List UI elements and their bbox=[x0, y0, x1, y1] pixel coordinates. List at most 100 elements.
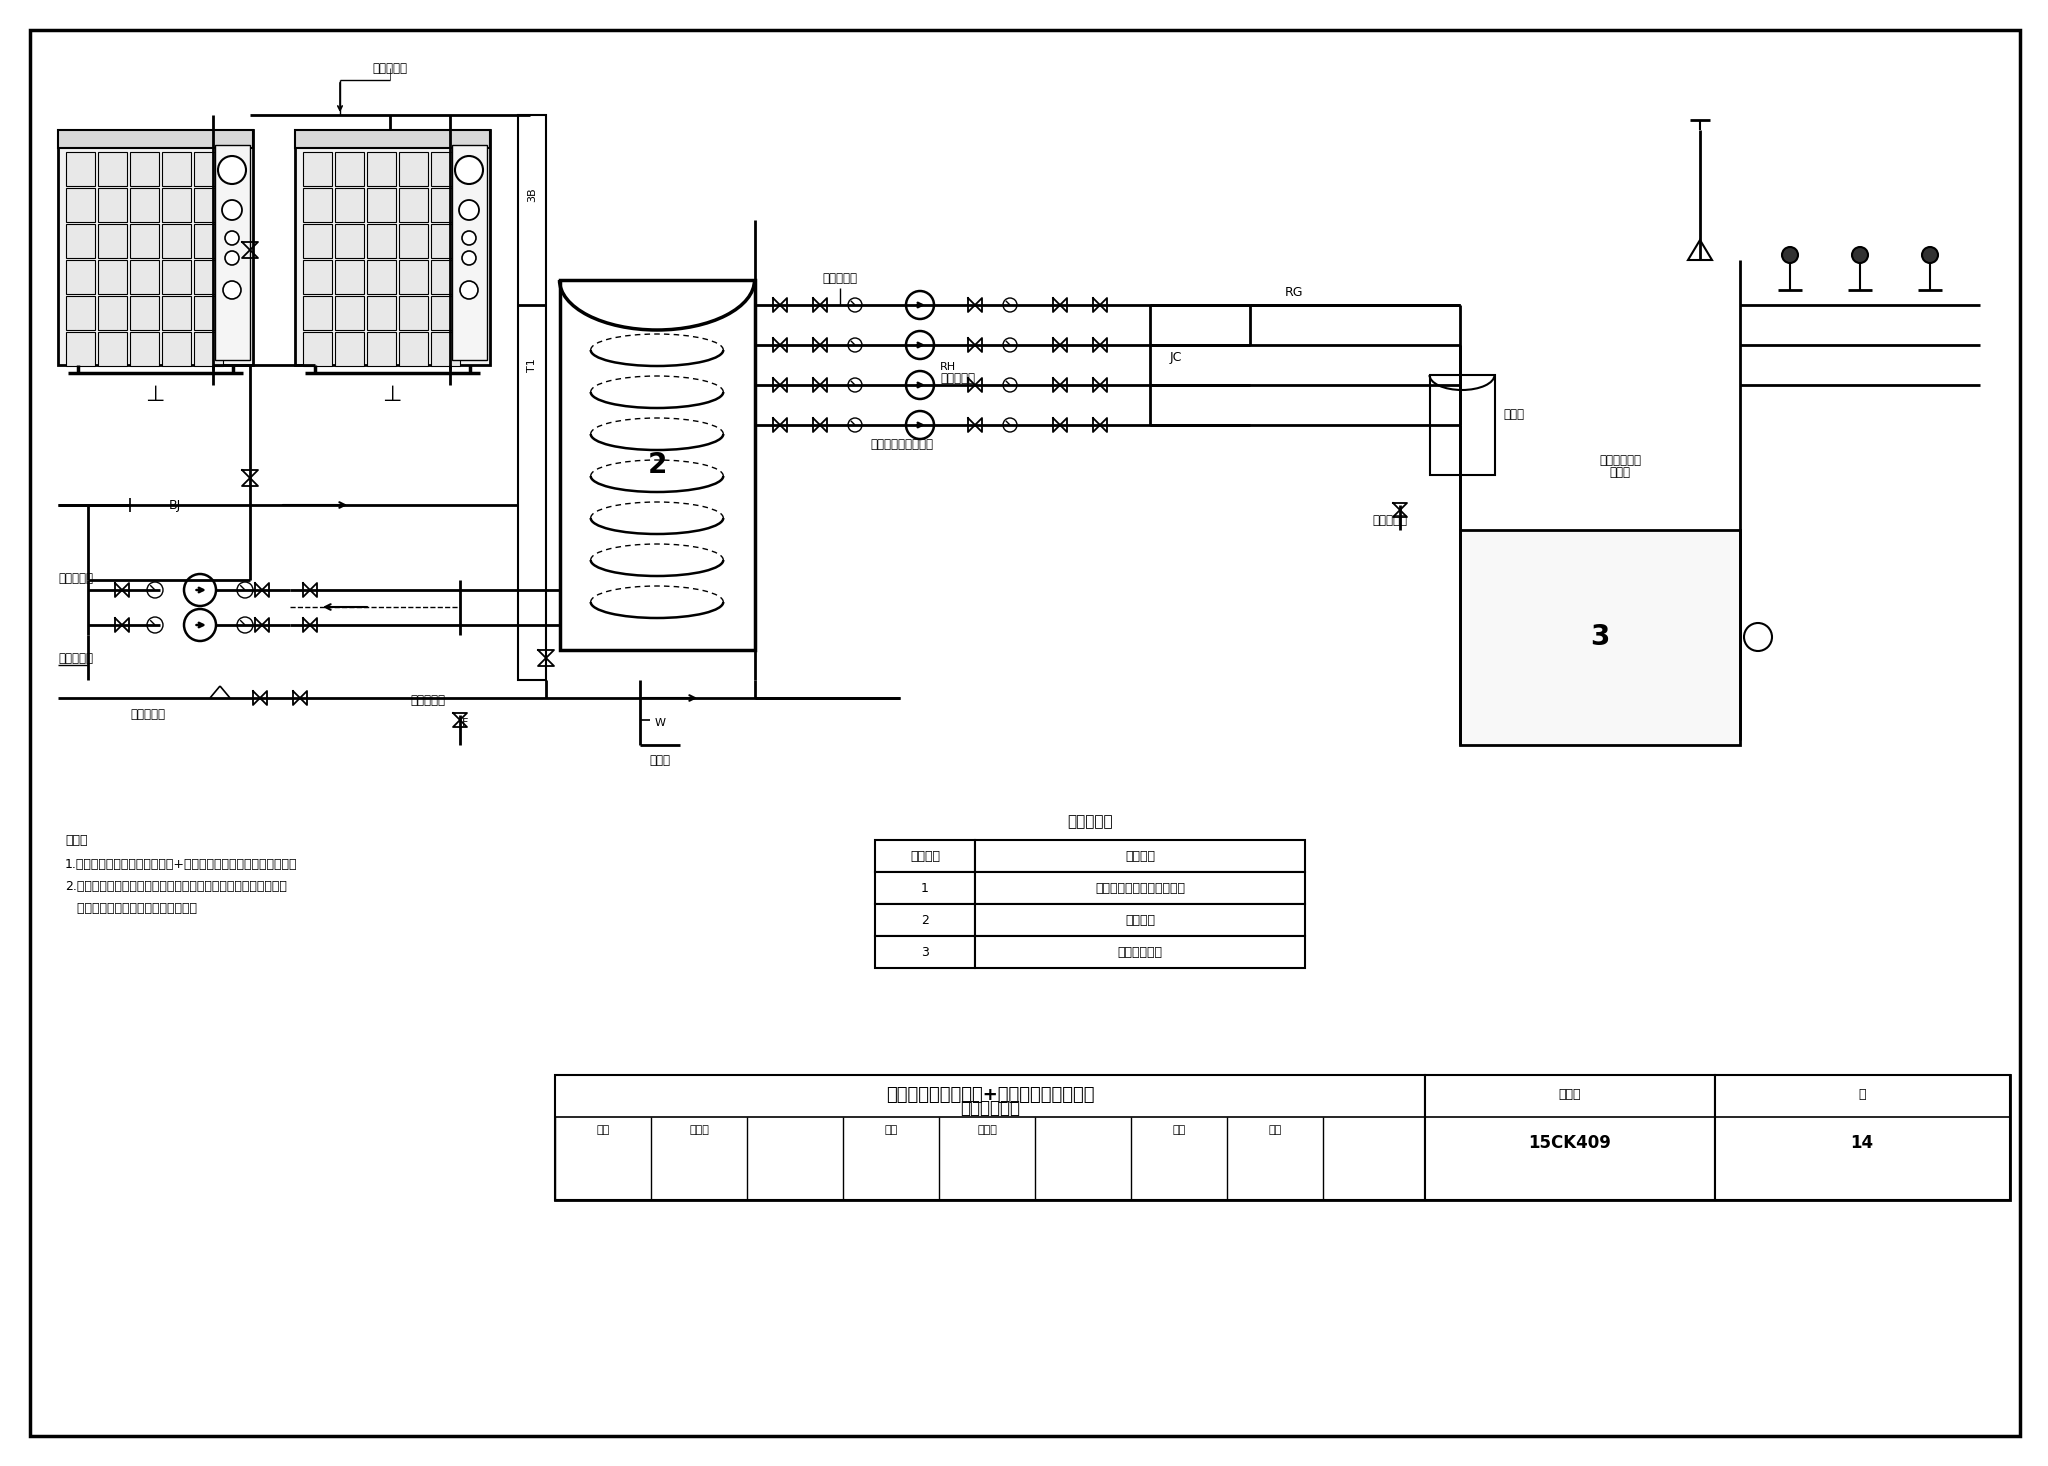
Text: BJ: BJ bbox=[168, 498, 180, 512]
Text: 2: 2 bbox=[922, 913, 930, 927]
Circle shape bbox=[905, 371, 934, 399]
Bar bbox=[430, 259, 461, 295]
Bar bbox=[295, 130, 489, 365]
Circle shape bbox=[459, 199, 479, 220]
Circle shape bbox=[905, 410, 934, 438]
Text: 15CK409: 15CK409 bbox=[1528, 1135, 1612, 1152]
Bar bbox=[555, 1075, 2009, 1201]
Text: 排污管: 排污管 bbox=[649, 754, 670, 767]
Bar bbox=[162, 224, 190, 258]
Circle shape bbox=[463, 232, 475, 245]
Text: 源热泵热水机组采用直接系统方案。: 源热泵热水机组采用直接系统方案。 bbox=[66, 903, 197, 915]
Text: T1: T1 bbox=[526, 358, 537, 372]
Text: 出水管: 出水管 bbox=[1610, 466, 1630, 479]
Bar bbox=[367, 296, 395, 330]
Bar bbox=[98, 188, 127, 221]
Polygon shape bbox=[1688, 240, 1712, 259]
Bar bbox=[57, 130, 254, 148]
Circle shape bbox=[1921, 246, 1937, 262]
Bar bbox=[66, 152, 94, 186]
Text: 设备编号: 设备编号 bbox=[909, 849, 940, 862]
Bar bbox=[129, 259, 160, 295]
Text: 2: 2 bbox=[647, 452, 668, 479]
Circle shape bbox=[223, 281, 242, 299]
Bar bbox=[66, 259, 94, 295]
Circle shape bbox=[1851, 246, 1868, 262]
Bar bbox=[399, 331, 428, 366]
Bar bbox=[129, 331, 160, 366]
Bar bbox=[430, 296, 461, 330]
Circle shape bbox=[848, 418, 862, 432]
Circle shape bbox=[455, 155, 483, 185]
Circle shape bbox=[184, 608, 215, 641]
Circle shape bbox=[147, 617, 164, 633]
Bar bbox=[336, 224, 365, 258]
Text: 2.燃气热水机组采用间接系统方案，储热水箱内置换热盘管；空气: 2.燃气热水机组采用间接系统方案，储热水箱内置换热盘管；空气 bbox=[66, 881, 287, 893]
Bar bbox=[1460, 531, 1741, 745]
Bar bbox=[215, 145, 250, 361]
Bar bbox=[162, 188, 190, 221]
Text: 3: 3 bbox=[1591, 623, 1610, 651]
Text: 审核: 审核 bbox=[596, 1124, 610, 1135]
Bar bbox=[195, 188, 223, 221]
Bar bbox=[66, 188, 94, 221]
Text: 燃气热水机组: 燃气热水机组 bbox=[1118, 946, 1163, 959]
Bar bbox=[162, 331, 190, 366]
Bar bbox=[98, 152, 127, 186]
Text: 校对: 校对 bbox=[885, 1124, 897, 1135]
Bar bbox=[1430, 375, 1495, 475]
Text: 生活给水管: 生活给水管 bbox=[129, 708, 166, 721]
Text: 膨胀罐: 膨胀罐 bbox=[1503, 409, 1524, 422]
Text: ⊥: ⊥ bbox=[145, 386, 164, 405]
Bar bbox=[129, 296, 160, 330]
Bar bbox=[303, 259, 332, 295]
Bar bbox=[162, 152, 190, 186]
Circle shape bbox=[184, 575, 215, 605]
Text: 3B: 3B bbox=[526, 188, 537, 202]
Bar bbox=[367, 331, 395, 366]
Bar bbox=[336, 259, 365, 295]
Bar bbox=[336, 152, 365, 186]
Bar bbox=[367, 188, 395, 221]
Bar bbox=[303, 152, 332, 186]
Text: RG: RG bbox=[1284, 286, 1303, 299]
Bar bbox=[303, 331, 332, 366]
Text: 1: 1 bbox=[922, 881, 930, 894]
Bar bbox=[336, 188, 365, 221]
Bar bbox=[98, 224, 127, 258]
Bar bbox=[295, 130, 489, 148]
Bar bbox=[1425, 1075, 1714, 1201]
Text: 页: 页 bbox=[1858, 1088, 1866, 1101]
Bar bbox=[162, 259, 190, 295]
Bar bbox=[162, 296, 190, 330]
Bar bbox=[559, 280, 756, 649]
Text: RH: RH bbox=[940, 362, 956, 372]
Text: 说明：: 说明： bbox=[66, 834, 88, 846]
Circle shape bbox=[848, 378, 862, 391]
Circle shape bbox=[848, 339, 862, 352]
Bar bbox=[66, 224, 94, 258]
Bar bbox=[518, 114, 547, 680]
Circle shape bbox=[225, 251, 240, 265]
Text: W: W bbox=[655, 718, 666, 729]
Text: 燃气热水机组: 燃气热水机组 bbox=[1599, 453, 1640, 466]
Circle shape bbox=[147, 582, 164, 598]
Bar bbox=[430, 331, 461, 366]
Circle shape bbox=[217, 155, 246, 185]
Bar bbox=[874, 935, 975, 968]
Bar bbox=[399, 188, 428, 221]
Text: 14: 14 bbox=[1851, 1135, 1874, 1152]
Text: 燃气热水机组进水管: 燃气热水机组进水管 bbox=[870, 438, 934, 452]
Circle shape bbox=[463, 251, 475, 265]
Bar bbox=[367, 152, 395, 186]
Bar bbox=[874, 872, 975, 905]
Bar bbox=[336, 331, 365, 366]
Bar bbox=[874, 905, 975, 935]
Text: （卫浴功能）: （卫浴功能） bbox=[961, 1100, 1020, 1117]
Text: 热泵进水管: 热泵进水管 bbox=[57, 651, 92, 664]
Bar bbox=[399, 224, 428, 258]
Bar bbox=[336, 296, 365, 330]
Text: 储热水箱: 储热水箱 bbox=[1124, 913, 1155, 927]
Text: 设备名称: 设备名称 bbox=[1124, 849, 1155, 862]
Bar bbox=[303, 296, 332, 330]
